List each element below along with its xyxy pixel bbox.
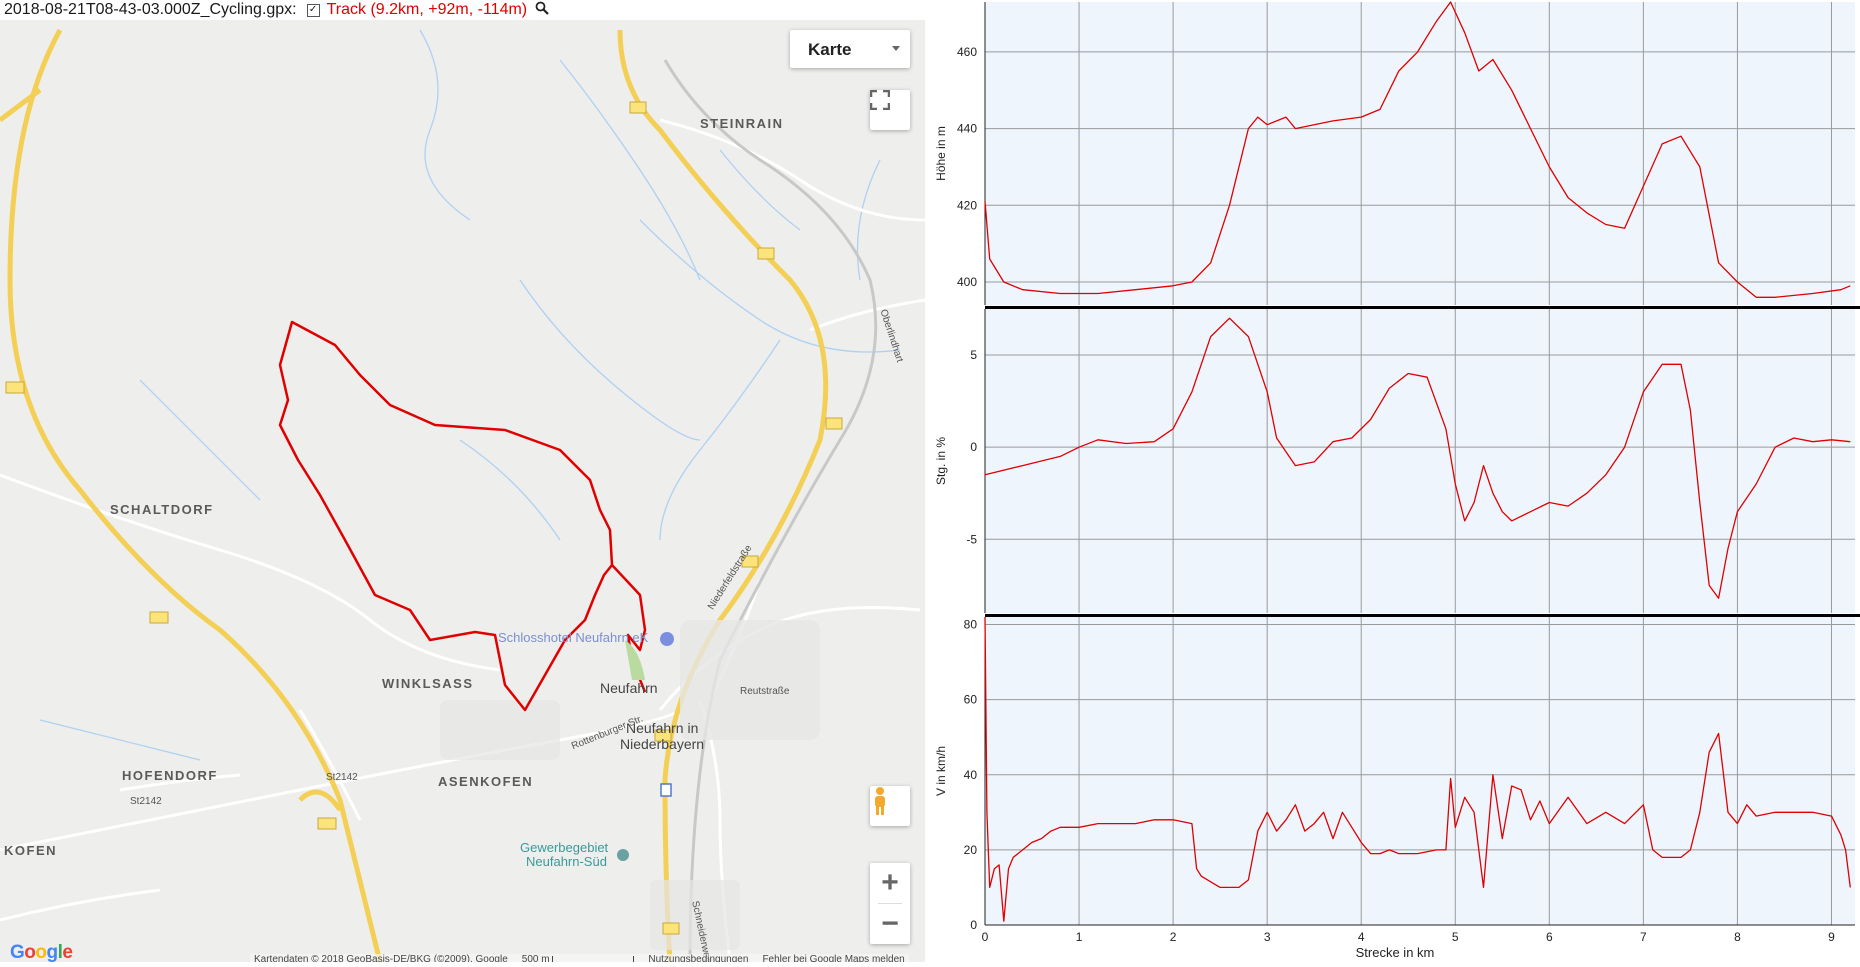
place-winklsass: WINKLSASS — [382, 676, 474, 691]
y-tick-label: -5 — [966, 532, 977, 546]
report-link[interactable]: Fehler bei Google Maps melden — [762, 954, 905, 962]
y-tick-label: 440 — [957, 122, 977, 136]
x-tick-label: 4 — [1358, 930, 1365, 944]
y-tick-label: 420 — [957, 198, 977, 212]
profile-charts: 400 420 440 460 Höhe in m -5 0 5 Stg. in % 0 20 40 6… — [925, 0, 1860, 962]
y-tick-label: 400 — [957, 275, 977, 289]
pegman-button[interactable] — [870, 786, 910, 826]
map-view[interactable]: STEINRAIN SCHALTDORF WINKLSASS HOFENDORF… — [0, 20, 925, 962]
track-checkbox[interactable]: ✓ — [306, 3, 320, 17]
x-tick-label: 2 — [1170, 930, 1177, 944]
series-line — [984, 1, 1851, 298]
y-axis-label: V in km/h — [934, 746, 948, 796]
x-tick-label: 7 — [1640, 930, 1647, 944]
place-neufahrn: Neufahrn — [600, 680, 658, 696]
file-name: 2018-08-21T08-43-03.000Z_Cycling.gpx: — [4, 1, 297, 18]
x-tick-label: 5 — [1452, 930, 1459, 944]
place-schaltdorf: SCHALTDORF — [110, 502, 214, 517]
magnifier-icon[interactable] — [535, 0, 549, 20]
y-tick-label: 0 — [970, 440, 977, 454]
zoom-in-button[interactable]: + — [881, 866, 899, 899]
chart-plot-area — [985, 309, 1855, 613]
y-tick-label: 60 — [964, 693, 978, 707]
road-st2142-b: St2142 — [130, 796, 162, 807]
map-canvas — [0, 28, 925, 962]
x-axis-label: Strecke in km — [1356, 945, 1435, 960]
y-tick-label: 20 — [964, 843, 978, 857]
map-type-select[interactable]: Karte — [790, 30, 910, 68]
place-steinrain: STEINRAIN — [700, 116, 784, 131]
series-line — [984, 317, 1851, 599]
x-tick-label: 6 — [1546, 930, 1553, 944]
x-tick-label: 0 — [982, 930, 989, 944]
map-attribution: Kartendaten © 2018 GeoBasis-DE/BKG (©200… — [250, 954, 909, 962]
track-header: 2018-08-21T08-43-03.000Z_Cycling.gpx: ✓ … — [0, 0, 929, 20]
y-tick-label: 460 — [957, 45, 977, 59]
y-tick-label: 0 — [970, 918, 977, 932]
y-tick-label: 5 — [970, 348, 977, 362]
y-axis-label: Stg. in % — [934, 437, 948, 485]
place-neufahrn-nb-line1: Neufahrn in — [626, 720, 699, 736]
terms-link[interactable]: Nutzungsbedingungen — [648, 954, 749, 962]
scale-bar[interactable]: 500 m — [522, 954, 635, 962]
poi-gewerbe-line1: Gewerbegebiet — [520, 840, 609, 855]
chevron-down-icon — [892, 46, 900, 51]
place-hofendorf: HOFENDORF — [122, 768, 218, 783]
panel-separator — [985, 614, 1860, 617]
attribution-text: Kartendaten © 2018 GeoBasis-DE/BKG (©200… — [254, 954, 508, 962]
place-asenkofen: ASENKOFEN — [438, 774, 534, 789]
map-type-label: Karte — [808, 40, 852, 59]
google-logo[interactable]: Google — [10, 942, 73, 962]
x-tick-label: 1 — [1076, 930, 1083, 944]
poi-gewerbe-line2: Neufahrn-Süd — [526, 854, 607, 869]
x-tick-label: 9 — [1828, 930, 1835, 944]
place-kofen: KOFEN — [4, 843, 57, 858]
y-tick-label: 80 — [964, 618, 978, 632]
x-tick-label: 8 — [1734, 930, 1741, 944]
fullscreen-button[interactable] — [870, 90, 910, 130]
panel-separator — [985, 306, 1860, 309]
poi-hotel[interactable]: Schlosshotel Neufahrn eK — [498, 630, 649, 645]
y-axis-label: Höhe in m — [934, 126, 948, 181]
chart-plot-area — [985, 2, 1855, 305]
track-summary: Track (9.2km, +92m, -114m) — [326, 1, 528, 18]
zoom-divider — [878, 903, 902, 904]
place-neufahrn-nb-line2: Niederbayern — [620, 736, 705, 752]
zoom-control: + − — [870, 863, 910, 944]
fullscreen-icon — [870, 90, 890, 110]
y-tick-label: 40 — [964, 768, 978, 782]
series-line — [984, 616, 1851, 922]
pegman-icon — [875, 787, 885, 815]
x-tick-label: 3 — [1264, 930, 1271, 944]
street-reut: Reutstraße — [740, 686, 790, 697]
road-st2142-a: St2142 — [326, 772, 358, 783]
chart-plot-area — [985, 617, 1855, 925]
zoom-out-button[interactable]: − — [881, 907, 899, 940]
